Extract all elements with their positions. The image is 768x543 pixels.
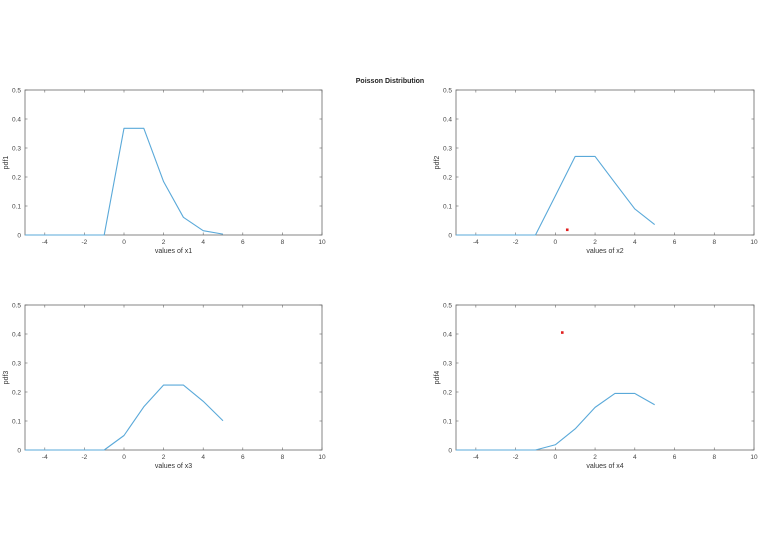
- x-tick-label: 6: [241, 239, 245, 246]
- y-tick-label: 0.2: [12, 389, 21, 396]
- x-tick-label: -4: [42, 454, 48, 461]
- data-marker: [565, 228, 569, 232]
- y-tick-label: 0.5: [12, 87, 21, 94]
- x-tick-label: -2: [513, 454, 519, 461]
- y-axis-label: pdf4: [434, 371, 441, 385]
- axes-box: [24, 304, 323, 451]
- y-tick-label: 0.2: [443, 174, 452, 181]
- y-tick-label: 0.5: [443, 87, 452, 94]
- x-tick-label: 0: [122, 454, 126, 461]
- x-tick-label: 4: [201, 454, 205, 461]
- x-axis-label: values of x1: [155, 248, 192, 255]
- y-tick-label: 0.3: [12, 360, 21, 367]
- x-tick-label: 4: [633, 454, 637, 461]
- figure-title: Poisson Distribution: [356, 78, 424, 85]
- x-axis-label: values of x2: [586, 248, 623, 255]
- y-tick-label: 0.1: [12, 203, 21, 210]
- y-tick-label: 0.3: [443, 145, 452, 152]
- y-tick-label: 0.4: [443, 331, 452, 338]
- y-axis-label: pdf1: [3, 156, 10, 170]
- x-tick-label: 4: [633, 239, 637, 246]
- y-tick-label: 0.3: [443, 360, 452, 367]
- y-tick-label: 0.1: [443, 203, 452, 210]
- x-tick-label: 0: [554, 239, 558, 246]
- subplot-pdf3: -4 -2 0 2 4 6 8 10 0 0.1 0.2 0.3 0.4 0.5 values of x3 p…: [3, 302, 326, 470]
- y-axis-label: pdf3: [3, 371, 10, 385]
- y-tick-label: 0: [17, 447, 21, 454]
- x-tick-label: 10: [750, 239, 758, 246]
- x-tick-label: 8: [281, 239, 285, 246]
- y-axis-label: pdf2: [434, 156, 441, 170]
- x-tick-label: 6: [673, 239, 677, 246]
- x-tick-label: 2: [162, 239, 166, 246]
- x-tick-label: -4: [473, 454, 479, 461]
- axes-box: [455, 304, 755, 451]
- y-tick-label: 0.2: [12, 174, 21, 181]
- y-tick-label: 0.4: [443, 116, 452, 123]
- y-tick-label: 0: [448, 447, 452, 454]
- y-tick-label: 0.4: [12, 331, 21, 338]
- x-tick-label: -2: [82, 239, 88, 246]
- x-tick-label: 8: [712, 239, 716, 246]
- series-line: [25, 384, 224, 451]
- y-tick-label: 0: [17, 232, 21, 239]
- x-tick-label: 6: [673, 454, 677, 461]
- x-tick-label: 8: [281, 454, 285, 461]
- x-tick-label: 8: [712, 454, 716, 461]
- y-tick-label: 0.2: [443, 389, 452, 396]
- data-marker: [560, 331, 564, 334]
- x-tick-label: -4: [473, 239, 479, 246]
- y-tick-label: 0.5: [12, 302, 21, 309]
- x-tick-label: 6: [241, 454, 245, 461]
- subplot-pdf1: -4 -2 0 2 4 6 8 10 0 0.1 0.2 0.3 0.4 0.5 values of x1 p…: [3, 87, 326, 255]
- series-line: [25, 127, 224, 236]
- subplot-pdf4: -4 -2 0 2 4 6 8 10 0 0.1 0.2 0.3 0.4 0.5 values of x4 p…: [434, 302, 758, 470]
- x-tick-label: 0: [554, 454, 558, 461]
- x-tick-label: -4: [42, 239, 48, 246]
- x-tick-label: 4: [201, 239, 205, 246]
- series-line: [456, 392, 655, 451]
- x-tick-label: 2: [593, 239, 597, 246]
- y-tick-label: 0: [448, 232, 452, 239]
- x-tick-label: 0: [122, 239, 126, 246]
- x-tick-label: 10: [318, 239, 326, 246]
- axes-box: [24, 89, 323, 236]
- x-tick-label: 2: [593, 454, 597, 461]
- y-tick-label: 0.5: [443, 302, 452, 309]
- x-axis-label: values of x4: [586, 463, 623, 470]
- subplot-pdf2: -4 -2 0 2 4 6 8 10 0 0.1 0.2 0.3 0.4 0.5 values of x2 p…: [434, 87, 758, 255]
- x-tick-label: -2: [513, 239, 519, 246]
- y-tick-label: 0.3: [12, 145, 21, 152]
- y-tick-label: 0.4: [12, 116, 21, 123]
- x-tick-label: -2: [82, 454, 88, 461]
- x-tick-label: 2: [162, 454, 166, 461]
- x-tick-label: 10: [318, 454, 326, 461]
- series-line: [456, 155, 656, 236]
- x-tick-label: 10: [750, 454, 758, 461]
- axes-box: [455, 89, 755, 236]
- y-tick-label: 0.1: [443, 418, 452, 425]
- x-axis-label: values of x3: [155, 463, 192, 470]
- y-tick-label: 0.1: [12, 418, 21, 425]
